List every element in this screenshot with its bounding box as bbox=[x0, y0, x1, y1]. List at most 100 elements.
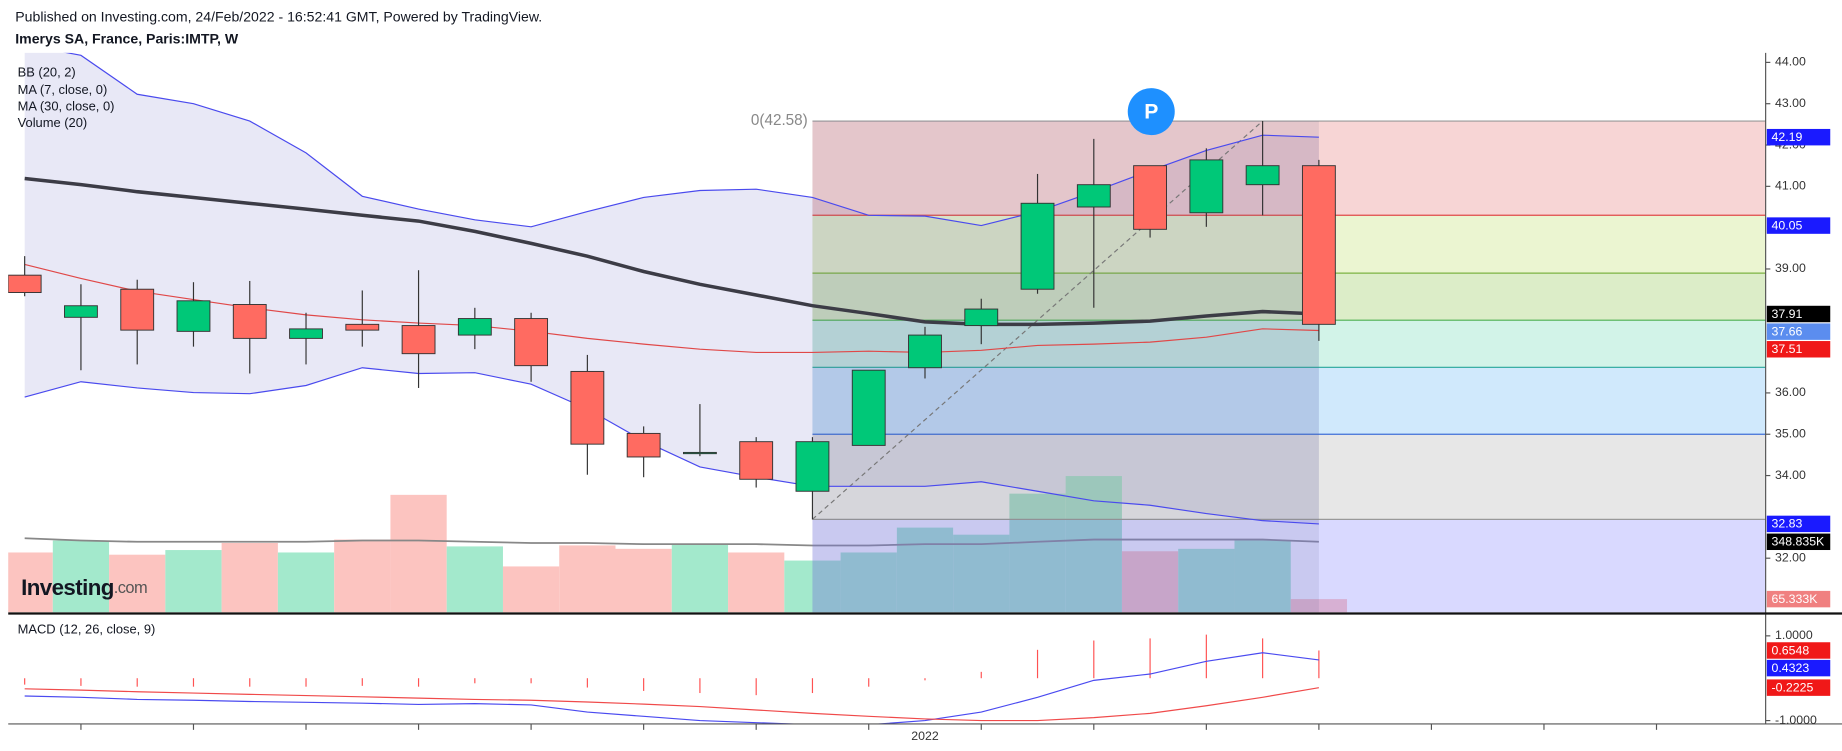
y-tick-label: 32.00 bbox=[1775, 550, 1806, 564]
ma30-line bbox=[24, 176, 1319, 327]
candle-body-down bbox=[1133, 165, 1167, 230]
y-tick-label: 41.00 bbox=[1775, 179, 1806, 193]
legend-entry: MA (7, close, 0) bbox=[18, 82, 108, 97]
volume-bar bbox=[840, 552, 897, 613]
fib-zone bbox=[812, 121, 1766, 216]
volume-bar bbox=[1065, 476, 1122, 613]
fib-zone bbox=[812, 320, 1766, 368]
candle-body-down bbox=[120, 288, 155, 331]
y-tick-label: 39.00 bbox=[1775, 261, 1806, 275]
price-badge bbox=[1766, 128, 1831, 146]
volume-bar bbox=[8, 552, 53, 613]
volume-bar bbox=[1121, 551, 1179, 613]
volume-bar bbox=[671, 544, 729, 613]
candle-body-down bbox=[514, 318, 549, 367]
macd-legend: MACD (12, 26, close, 9) bbox=[18, 621, 156, 636]
candle-body-up bbox=[908, 334, 942, 369]
candle-body-down bbox=[739, 441, 774, 480]
volume-bar bbox=[502, 566, 560, 613]
signal-line bbox=[24, 687, 1319, 722]
header: Published on Investing.com, 24/Feb/2022 … bbox=[15, 8, 542, 24]
price-badge-label: 348.835K bbox=[1772, 535, 1826, 549]
candle-body-down bbox=[401, 325, 436, 355]
macd-panel bbox=[24, 634, 1320, 724]
volume-ma-line bbox=[24, 537, 1319, 547]
candle-body-up bbox=[795, 441, 830, 492]
volume-bar bbox=[109, 554, 166, 613]
volume-bar bbox=[615, 548, 672, 613]
y-tick-label: 43.00 bbox=[1775, 96, 1806, 110]
y-tick-label: 44.00 bbox=[1775, 55, 1806, 69]
publish-icon bbox=[1127, 88, 1175, 136]
macd-line bbox=[24, 652, 1319, 724]
volume-bar bbox=[728, 552, 785, 613]
candle-body-down bbox=[626, 432, 661, 458]
fib-label: 0(42.58) bbox=[751, 112, 808, 129]
fib-zone bbox=[812, 519, 1766, 613]
fib-zone bbox=[812, 215, 1766, 274]
price-badge bbox=[1766, 679, 1831, 696]
candle-body-down bbox=[8, 274, 42, 293]
price-badge-label: 37.66 bbox=[1772, 324, 1803, 338]
volume-bar bbox=[52, 540, 110, 613]
legend-entry: MA (30, close, 0) bbox=[18, 98, 115, 113]
volume-bar bbox=[1290, 599, 1348, 613]
price-badge-label: -0.2225 bbox=[1772, 680, 1814, 694]
price-badge-label: 42.19 bbox=[1772, 130, 1803, 144]
bb-lower bbox=[24, 367, 1319, 525]
x-tick-label: 2022 bbox=[911, 729, 939, 743]
macd-tick-label: -1.0000 bbox=[1775, 713, 1817, 727]
candle-body-up bbox=[1245, 165, 1280, 186]
volume-bar bbox=[1234, 540, 1291, 613]
volume-bar bbox=[446, 546, 503, 613]
candle-body-down bbox=[1301, 165, 1336, 325]
price-badge-label: 32.83 bbox=[1772, 517, 1803, 531]
candle-body-up bbox=[1020, 202, 1055, 290]
range-overlay bbox=[812, 121, 1319, 613]
volume-bar bbox=[559, 545, 616, 613]
candle-body-down bbox=[232, 304, 267, 339]
price-badge-label: 37.91 bbox=[1772, 307, 1803, 321]
candle-body-down bbox=[345, 323, 380, 331]
volume-bar bbox=[334, 539, 391, 613]
macd-tick-label: 1.0000 bbox=[1775, 628, 1813, 642]
volume-bar bbox=[277, 552, 335, 613]
chart-title: Imerys SA, France, Paris:IMTP, W bbox=[15, 31, 239, 47]
fib-zone bbox=[812, 434, 1766, 520]
candle-body-up bbox=[176, 300, 211, 332]
candle-body-down bbox=[570, 370, 605, 445]
price-badge-label: 0.6548 bbox=[1772, 643, 1810, 657]
candle-body-up bbox=[964, 308, 999, 327]
price-badge bbox=[1766, 533, 1831, 551]
candle-body-up bbox=[457, 318, 492, 336]
trend-line bbox=[812, 120, 1264, 520]
candle-body-up bbox=[64, 305, 98, 318]
volume-bar bbox=[896, 527, 954, 613]
price-badge-label: 0.4323 bbox=[1772, 661, 1810, 675]
candle-body-up bbox=[1189, 159, 1224, 214]
candle-body-up bbox=[289, 328, 323, 339]
y-tick-label: 34.00 bbox=[1775, 468, 1806, 482]
price-badge bbox=[1766, 659, 1831, 677]
price-badge-label: 65.333K bbox=[1772, 592, 1819, 606]
volume-bar bbox=[1178, 548, 1235, 613]
y-tick-label: 36.00 bbox=[1775, 385, 1806, 399]
price-badge bbox=[1766, 642, 1831, 659]
fib-zone bbox=[812, 367, 1766, 435]
price-badge bbox=[1766, 305, 1831, 323]
volume-bar bbox=[953, 534, 1010, 613]
price-badge bbox=[1766, 341, 1831, 358]
volume-bar bbox=[165, 550, 222, 613]
logo-main: Investing bbox=[21, 575, 114, 600]
volume-bar bbox=[784, 560, 841, 613]
legend-entry: BB (20, 2) bbox=[18, 64, 76, 79]
volume-bar bbox=[390, 494, 447, 613]
candle-body-up bbox=[1076, 184, 1111, 208]
logo-suffix: .com bbox=[114, 579, 147, 597]
price-badge bbox=[1766, 323, 1831, 340]
price-badge-label: 40.05 bbox=[1772, 218, 1803, 232]
candle-body-up bbox=[682, 451, 717, 455]
candle-body-up bbox=[851, 369, 886, 446]
price-badge-label: 37.51 bbox=[1772, 342, 1803, 356]
